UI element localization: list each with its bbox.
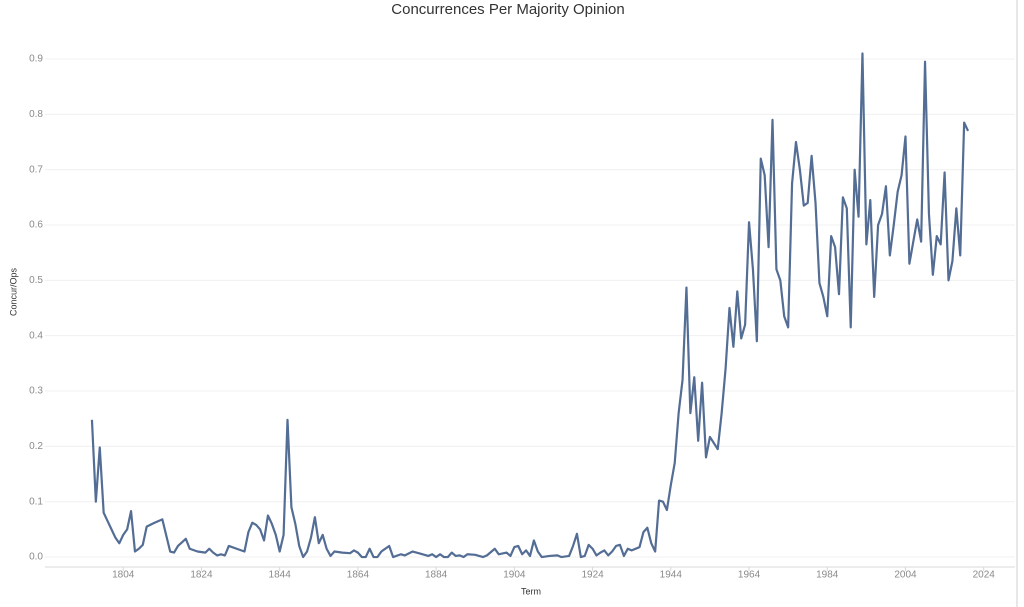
x-tick-label: 1984 — [816, 570, 839, 581]
data-line — [90, 52, 970, 559]
y-tick-label: 0.6 — [29, 220, 43, 231]
y-tick-label: 0.8 — [29, 109, 43, 120]
x-tick-label: 1904 — [503, 570, 526, 581]
y-tick-label: 0.2 — [29, 441, 43, 452]
y-tick-label: 0.3 — [29, 386, 43, 397]
x-axis-title: Term — [521, 586, 541, 596]
y-tick-label: 0.0 — [29, 552, 43, 563]
x-tick-label: 1844 — [269, 570, 292, 581]
y-tick-label: 0.7 — [29, 164, 43, 175]
y-axis-title: Concur/Ops — [8, 267, 18, 316]
y-tick-label: 0.9 — [29, 54, 43, 65]
x-tick-label: 1804 — [112, 570, 135, 581]
y-tick-label: 0.4 — [29, 330, 43, 341]
x-tick-label: 1924 — [581, 570, 604, 581]
y-tick-label: 0.1 — [29, 496, 43, 507]
x-tick-label: 2004 — [894, 570, 917, 581]
x-tick-label: 1964 — [738, 570, 761, 581]
x-tick-label: 1944 — [660, 570, 683, 581]
x-tick-label: 1824 — [190, 570, 213, 581]
x-tick-label: 1884 — [425, 570, 448, 581]
x-tick-label: 1864 — [347, 570, 370, 581]
y-tick-label: 0.5 — [29, 275, 43, 286]
x-tick-label: 2024 — [973, 570, 996, 581]
chart-title: Concurrences Per Majority Opinion — [391, 1, 624, 18]
